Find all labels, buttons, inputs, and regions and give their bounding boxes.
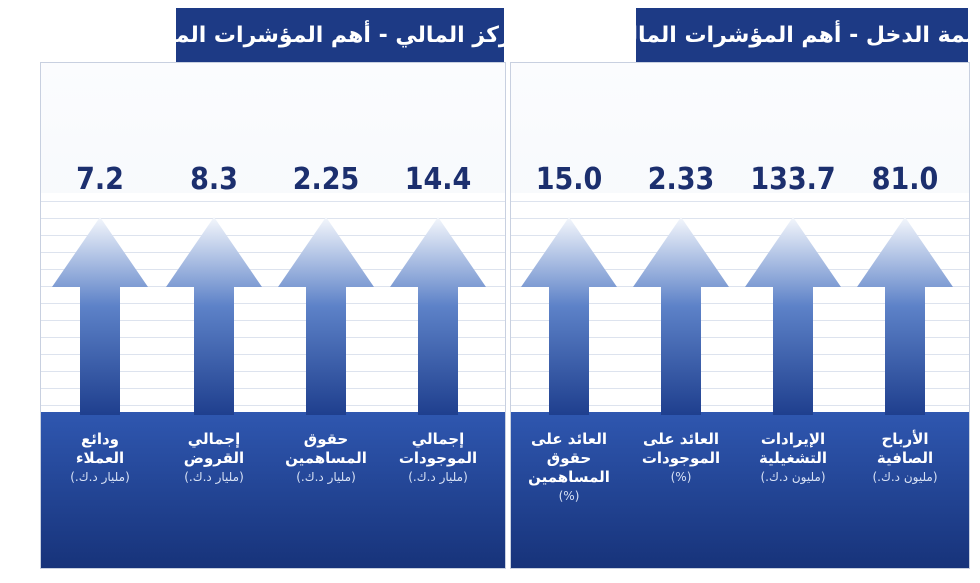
label-line: الصافية: [876, 449, 934, 467]
arrow-shape: [390, 217, 486, 415]
label-line: التشغيلية: [758, 449, 828, 467]
arrow: [52, 217, 148, 415]
label-line: إجمالي: [187, 430, 241, 448]
arrow-shape: [52, 217, 148, 415]
arrow-shape: [521, 217, 617, 415]
label-line: القروض: [183, 449, 245, 467]
arrow: [521, 217, 617, 415]
arrow: [633, 217, 729, 415]
panel-title: المركز المالي - أهم المؤشرات المالية: [137, 8, 543, 62]
label-line: العملاء: [75, 449, 125, 467]
label-line: حقوق: [546, 449, 592, 467]
item-unit: (مليار د.ك.): [408, 470, 468, 484]
panel-footer: [511, 412, 969, 568]
label-line: الموجودات: [641, 449, 721, 467]
panel-footer: [41, 412, 505, 568]
arrow: [278, 217, 374, 415]
label-line: المساهمين: [285, 449, 367, 467]
item-value: 7.2: [76, 162, 124, 197]
item-unit: (مليون د.ك.): [760, 470, 826, 484]
item-value: 8.3: [190, 162, 238, 197]
item-label: العائد على الموجودات (%): [626, 430, 736, 487]
item-label: حقوق المساهمين (مليار د.ك.): [271, 430, 381, 487]
label-line: العائد على: [531, 430, 607, 448]
label-line: العائد على: [643, 430, 719, 448]
arrow: [390, 217, 486, 415]
label-line: حقوق: [303, 430, 349, 448]
label-line: ودائع: [80, 430, 120, 448]
item-unit: (مليار د.ك.): [184, 470, 244, 484]
item-value: 133.7: [750, 162, 836, 197]
label-line: إجمالي: [411, 430, 465, 448]
item-value: 81.0: [871, 162, 939, 197]
item-label: إجمالي القروض (مليار د.ك.): [159, 430, 269, 487]
arrow: [166, 217, 262, 415]
arrow-shape: [278, 217, 374, 415]
item-unit: (مليار د.ك.): [70, 470, 130, 484]
item-unit: (مليار د.ك.): [296, 470, 356, 484]
item-unit: (مليون د.ك.): [872, 470, 938, 484]
item-label: ودائع العملاء (مليار د.ك.): [45, 430, 155, 487]
item-value: 2.25: [292, 162, 360, 197]
arrow-shape: [857, 217, 953, 415]
arrow: [857, 217, 953, 415]
item-unit: (%): [558, 489, 580, 503]
item-value: 14.4: [404, 162, 472, 197]
arrow: [745, 217, 841, 415]
item-value: 2.33: [647, 162, 715, 197]
item-unit: (%): [670, 470, 692, 484]
item-label: الأرباح الصافية (مليون د.ك.): [850, 430, 960, 487]
label-line: الموجودات: [398, 449, 478, 467]
arrow-shape: [633, 217, 729, 415]
panel-title: قائمة الدخل - أهم المؤشرات المالية: [607, 8, 980, 62]
label-line: الإيرادات: [760, 430, 826, 448]
item-label: العائد على حقوق المساهمين (%): [514, 430, 624, 506]
arrow-shape: [166, 217, 262, 415]
item-value: 15.0: [535, 162, 603, 197]
item-label: إجمالي الموجودات (مليار د.ك.): [383, 430, 493, 487]
label-line: الأرباح: [881, 430, 929, 448]
arrow-shape: [745, 217, 841, 415]
label-line: المساهمين: [528, 468, 610, 486]
item-label: الإيرادات التشغيلية (مليون د.ك.): [738, 430, 848, 487]
